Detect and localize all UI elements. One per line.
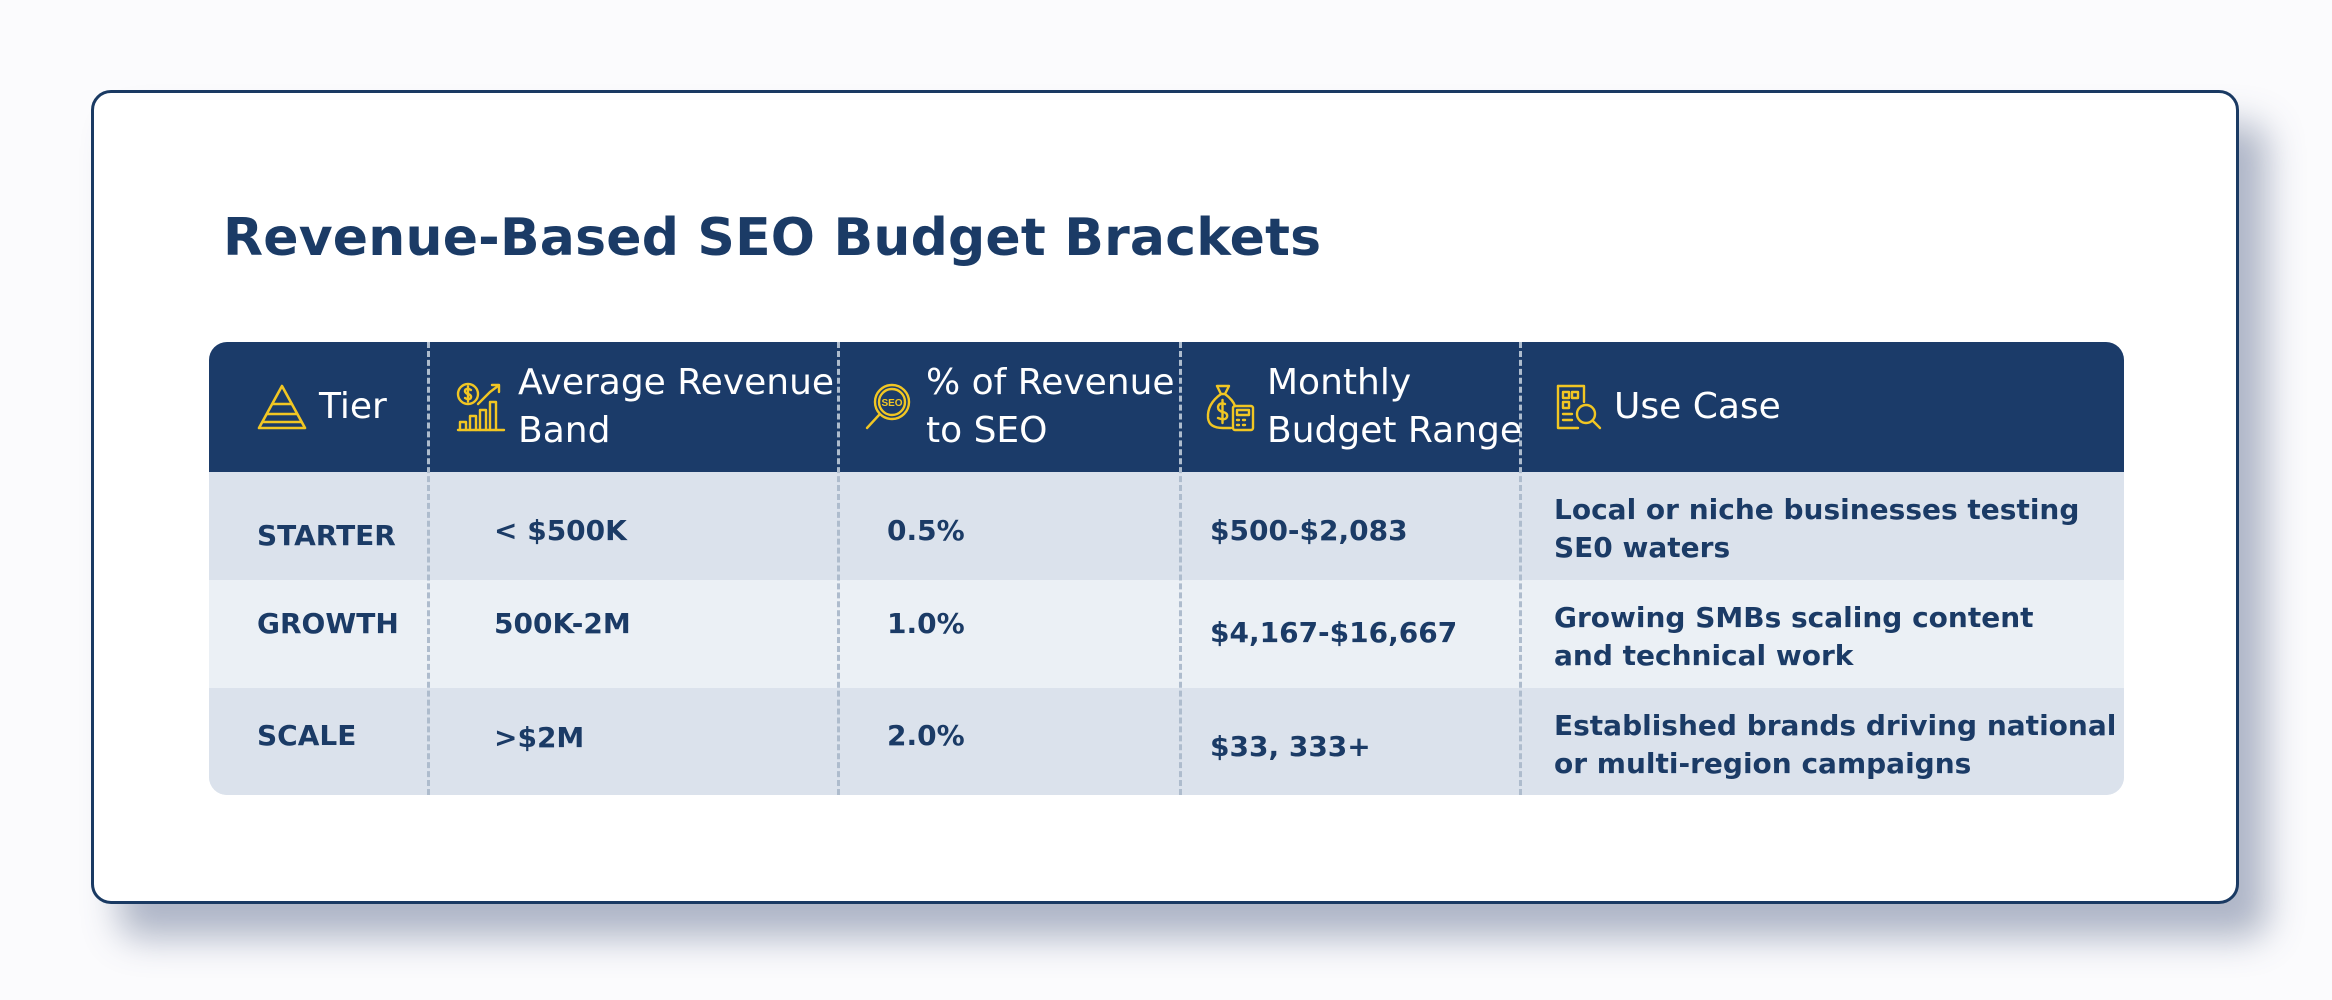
header-label: % of Revenue to SEO [926, 362, 1175, 451]
svg-text:SEO: SEO [881, 398, 902, 409]
header-revenue-band: Average Revenue Band [454, 342, 834, 472]
revenue-growth-chart-icon [454, 380, 508, 434]
seo-magnifier-icon: SEO [862, 380, 916, 434]
cell-budget: $33, 333+ [1210, 730, 1371, 763]
header-label: Use Case [1614, 386, 1781, 427]
cell-revenue-band: < $500K [494, 514, 627, 547]
header-label: Average Revenue Band [518, 362, 835, 451]
cell-revenue-band: 500K-2M [494, 607, 631, 640]
header-monthly-budget: Monthly Budget Range [1203, 342, 1522, 472]
cell-percent: 1.0% [887, 607, 965, 640]
table-header [209, 342, 2124, 472]
cell-budget: $500-$2,083 [1210, 514, 1408, 547]
cell-percent: 0.5% [887, 514, 965, 547]
cell-tier: STARTER [257, 519, 396, 552]
cell-percent: 2.0% [887, 719, 965, 752]
money-bag-calculator-icon [1203, 380, 1257, 434]
cell-tier: SCALE [257, 719, 357, 752]
header-percent-to-seo: SEO % of Revenue to SEO [862, 342, 1175, 472]
cell-use-case: Local or niche businesses testing SE0 wa… [1554, 493, 2080, 564]
column-divider [1179, 342, 1182, 795]
table-row [209, 688, 2124, 795]
cell-use-case: Established brands driving national or m… [1554, 709, 2117, 780]
page-title: Revenue-Based SEO Budget Brackets [223, 208, 1322, 268]
budget-table: Tier Average Revenue Band [209, 342, 2124, 795]
column-divider [427, 342, 430, 795]
header-use-case: Use Case [1550, 342, 1781, 472]
column-divider [837, 342, 840, 795]
table-row [209, 580, 2124, 688]
column-divider [1519, 342, 1522, 795]
cell-budget: $4,167-$16,667 [1210, 616, 1458, 649]
header-label: Tier [319, 386, 387, 427]
document-search-icon [1550, 380, 1604, 434]
cell-tier: GROWTH [257, 607, 399, 640]
header-tier: Tier [255, 342, 387, 472]
cell-revenue-band: >$2M [494, 721, 585, 754]
pyramid-icon [255, 380, 309, 434]
table-row [209, 472, 2124, 580]
header-label: Monthly Budget Range [1267, 362, 1523, 451]
cell-use-case: Growing SMBs scaling content and technic… [1554, 601, 2034, 672]
